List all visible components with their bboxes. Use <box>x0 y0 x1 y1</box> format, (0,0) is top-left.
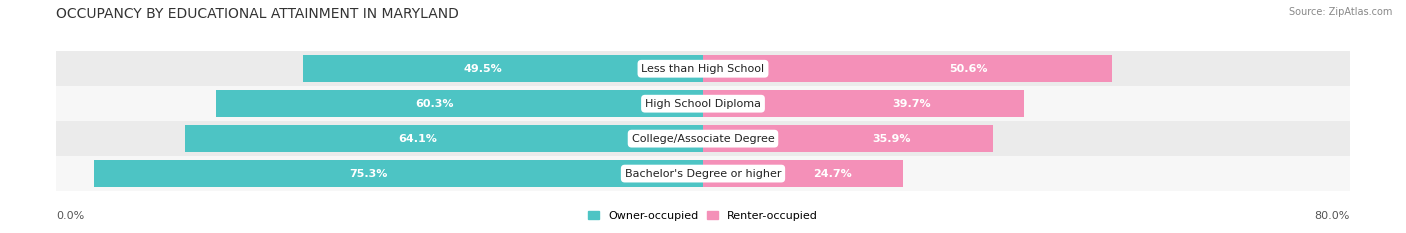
Text: Source: ZipAtlas.com: Source: ZipAtlas.com <box>1288 7 1392 17</box>
Bar <box>184 125 703 152</box>
Text: 24.7%: 24.7% <box>814 169 852 178</box>
Bar <box>56 86 1350 121</box>
Bar <box>703 90 1024 117</box>
Text: OCCUPANCY BY EDUCATIONAL ATTAINMENT IN MARYLAND: OCCUPANCY BY EDUCATIONAL ATTAINMENT IN M… <box>56 7 460 21</box>
Text: 35.9%: 35.9% <box>872 134 911 144</box>
Bar <box>56 156 1350 191</box>
Bar <box>703 125 993 152</box>
Text: 64.1%: 64.1% <box>398 134 437 144</box>
Text: 49.5%: 49.5% <box>464 64 502 74</box>
Text: 50.6%: 50.6% <box>949 64 988 74</box>
Text: High School Diploma: High School Diploma <box>645 99 761 109</box>
Bar <box>56 51 1350 86</box>
Bar <box>703 160 903 187</box>
Bar <box>215 90 703 117</box>
Text: 75.3%: 75.3% <box>349 169 388 178</box>
Bar <box>94 160 703 187</box>
Text: Less than High School: Less than High School <box>641 64 765 74</box>
Bar <box>302 55 703 82</box>
Bar <box>703 55 1112 82</box>
Text: College/Associate Degree: College/Associate Degree <box>631 134 775 144</box>
Text: 39.7%: 39.7% <box>893 99 931 109</box>
Text: Bachelor's Degree or higher: Bachelor's Degree or higher <box>624 169 782 178</box>
Legend: Owner-occupied, Renter-occupied: Owner-occupied, Renter-occupied <box>583 206 823 225</box>
Text: 0.0%: 0.0% <box>56 211 84 221</box>
Bar <box>56 121 1350 156</box>
Text: 60.3%: 60.3% <box>416 99 454 109</box>
Text: 80.0%: 80.0% <box>1315 211 1350 221</box>
